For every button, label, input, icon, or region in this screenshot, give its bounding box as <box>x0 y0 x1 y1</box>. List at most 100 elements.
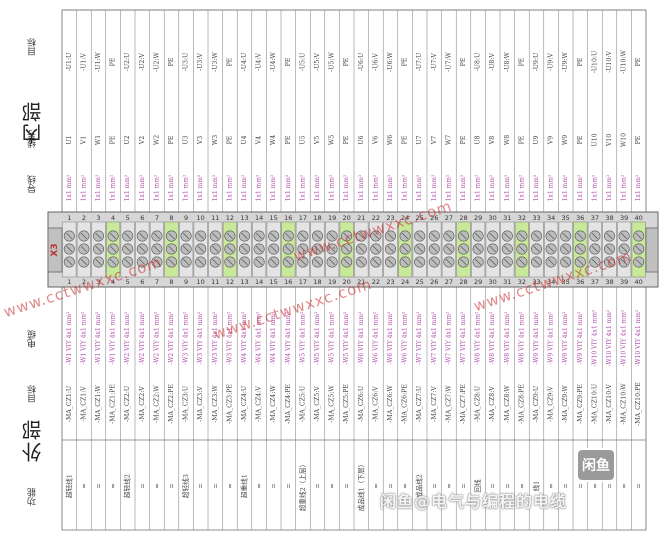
conductor-spec: 1x1 mm² <box>387 174 394 201</box>
terminal-number-bottom: 3 <box>96 278 100 286</box>
conductor-spec: 1x1 mm² <box>518 174 525 201</box>
terminal-number-top: 6 <box>140 214 144 222</box>
terminal-number-bottom: 5 <box>126 278 130 286</box>
terminal-number-top: 10 <box>197 214 205 222</box>
screw-slot <box>153 245 161 253</box>
screw-slot <box>299 258 307 266</box>
screw-slot <box>168 258 175 266</box>
terminal-number-top: 39 <box>620 214 628 222</box>
internal-target: -U4:U <box>241 53 248 72</box>
cable-spec: -W1 VIY 4x1 mm² <box>95 311 102 364</box>
function-label: 超轻线3 <box>181 474 190 498</box>
external-target: -MA_CZ10:W <box>621 383 628 425</box>
terminal-number-bottom: 13 <box>240 278 248 286</box>
screw-slot <box>226 258 234 266</box>
cable-spec: -W3 VIY 4x1 mm² <box>197 311 204 364</box>
internal-target: -U5:U <box>299 53 306 72</box>
screw-slot <box>577 245 584 253</box>
screw-slot <box>241 232 248 240</box>
row-label-function: 功能 <box>28 488 38 506</box>
function-label: = <box>503 483 511 489</box>
external-target: -MA_CZ4:U <box>241 386 248 422</box>
terminal-number-top: 28 <box>459 214 467 222</box>
screw-slot <box>299 232 307 240</box>
external-target: -MA_CZ7:PE <box>460 384 467 424</box>
screw-slot <box>416 258 423 266</box>
function-label: = <box>518 483 526 489</box>
screw-slot <box>168 232 175 240</box>
terminal-number-bottom: 34 <box>547 278 555 286</box>
function-label: 超轻线1 <box>64 474 73 498</box>
screw-slot <box>197 232 204 240</box>
terminal-number-top: 1 <box>67 214 71 222</box>
cable-spec: -W8 VIY 4x1 mm² <box>518 311 525 364</box>
internal-target: PE <box>635 57 642 66</box>
terminal-number-top: 7 <box>155 214 159 222</box>
terminal-number-top: 9 <box>184 214 188 222</box>
screw-slot <box>270 245 277 253</box>
screw-slot <box>518 245 526 253</box>
cable-spec: -W3 VIY 4x1 mm² <box>212 311 219 364</box>
terminal-number-bottom: 16 <box>284 278 292 286</box>
function-label: = <box>255 483 263 489</box>
terminal-number-top: 20 <box>343 214 351 222</box>
terminal-number-bottom: 9 <box>184 278 188 286</box>
cable-spec: -W6 VIY 4x1 mm² <box>402 311 409 364</box>
screw-slot <box>241 258 248 266</box>
conductor-spec: 1x1 mm² <box>285 174 292 201</box>
function-label: 回线 <box>473 479 482 493</box>
wire-number: U1 <box>66 135 73 144</box>
internal-target: -U8:W <box>504 52 511 72</box>
terminal-number-top: 4 <box>111 214 115 222</box>
terminal-number-bottom: 32 <box>518 278 526 286</box>
conductor-spec: 1x1 mm² <box>124 174 131 201</box>
internal-target: -U2:V <box>139 53 146 71</box>
external-target: -MA_CZ5:W <box>329 385 336 423</box>
terminal-number-bottom: 28 <box>459 278 467 286</box>
external-target: -MA_CZ4:PE <box>285 384 292 424</box>
function-label: = <box>401 483 409 489</box>
function-label: 超轻线2 <box>123 474 132 498</box>
external-target: -MA_CZ6:PE <box>402 384 409 424</box>
screw-slot <box>387 258 394 266</box>
conductor-spec: 1x1 mm² <box>329 174 336 201</box>
conductor-spec: 1x1 mm² <box>621 174 628 201</box>
screw-slot <box>168 245 175 253</box>
cable-spec: -W4 VIY 4x1 mm² <box>256 311 263 364</box>
screw-slot <box>591 232 599 240</box>
wire-number: W10 <box>621 133 628 147</box>
external-target: -MA_CZ8:V <box>489 386 496 422</box>
function-label: = <box>226 483 234 489</box>
wire-number: V7 <box>431 136 438 145</box>
function-label: = <box>489 483 497 489</box>
terminal-number-top: 24 <box>401 214 409 222</box>
terminal-number-top: 5 <box>126 214 130 222</box>
screw-slot <box>445 245 453 253</box>
screw-slot <box>343 245 350 253</box>
screw-slot <box>328 258 336 266</box>
conductor-spec: 1x1 mm² <box>270 174 277 201</box>
wire-number: PE <box>343 135 350 144</box>
screw-slot <box>562 245 569 253</box>
cable-spec: -W2 VIY 4x1 mm² <box>168 311 175 364</box>
cable-spec: -W9 VIY 4x1 mm² <box>577 311 584 364</box>
external-target: -MA_CZ5:V <box>314 386 321 422</box>
cable-spec: -W1 VIY 4x1 mm² <box>110 311 117 364</box>
external-target: -MA_CZ9:U <box>533 386 540 422</box>
cable-spec: -W2 VIY 4x1 mm² <box>124 311 131 364</box>
external-target: -MA_CZ6:W <box>387 385 394 423</box>
row-label-target-bottom: 目标 <box>28 385 38 403</box>
screw-slot <box>416 232 423 240</box>
screw-slot <box>139 258 146 266</box>
screw-slot <box>212 232 219 240</box>
row-label-cable: 电缆 <box>28 330 38 348</box>
screw-slot <box>445 258 453 266</box>
internal-target: PE <box>402 57 409 66</box>
screw-slot <box>431 232 438 240</box>
screw-slot <box>606 258 613 266</box>
screw-slot <box>299 245 307 253</box>
function-label: = <box>168 483 176 489</box>
screw-slot <box>533 245 540 253</box>
cable-spec: -W1 VIY 4x1 mm² <box>80 311 87 364</box>
